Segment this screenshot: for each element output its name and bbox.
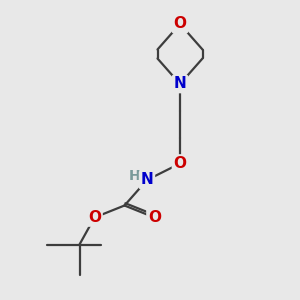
- Text: O: O: [88, 210, 101, 225]
- Text: O: O: [173, 156, 187, 171]
- Text: O: O: [173, 16, 187, 32]
- Text: N: N: [141, 172, 153, 188]
- Text: H: H: [129, 169, 140, 183]
- Text: N: N: [174, 76, 186, 92]
- Text: O: O: [148, 210, 161, 225]
